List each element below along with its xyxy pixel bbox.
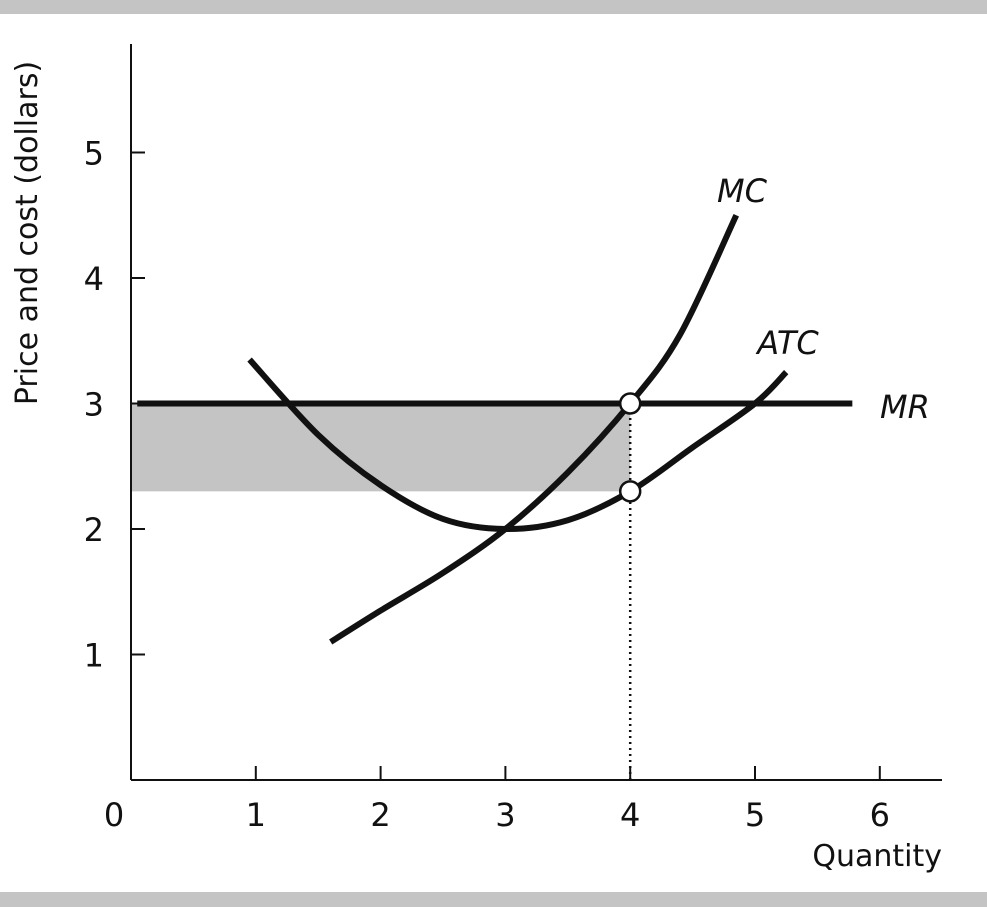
y-tick-label: 5 — [84, 135, 104, 173]
atc-curve — [247, 357, 789, 533]
x-tick-label: 1 — [246, 796, 266, 834]
origin-label: 0 — [104, 796, 124, 834]
mr-curve-label: MR — [880, 388, 930, 426]
y-tick-label: 1 — [84, 637, 104, 675]
atc-curve-label: ATC — [755, 324, 819, 362]
y-tick-label: 4 — [84, 260, 104, 298]
x-tick-label: 4 — [620, 796, 640, 834]
x-tick-label: 2 — [370, 796, 390, 834]
point-marker — [618, 480, 642, 503]
top-band — [0, 0, 987, 14]
mc-curve — [329, 213, 739, 645]
x-tick-label: 5 — [745, 796, 765, 834]
mc-curve-label: MC — [717, 172, 768, 210]
y-tick-label: 2 — [84, 511, 104, 549]
economic-profit-area — [131, 403, 631, 492]
x-tick-label: 3 — [495, 796, 515, 834]
point-marker — [618, 392, 642, 415]
y-axis-label: Price and cost (dollars) — [10, 61, 45, 405]
y-tick-label: 3 — [84, 386, 104, 424]
x-axis-label: Quantity — [812, 839, 942, 874]
x-tick-label: 6 — [870, 796, 890, 834]
bottom-band — [0, 892, 987, 907]
